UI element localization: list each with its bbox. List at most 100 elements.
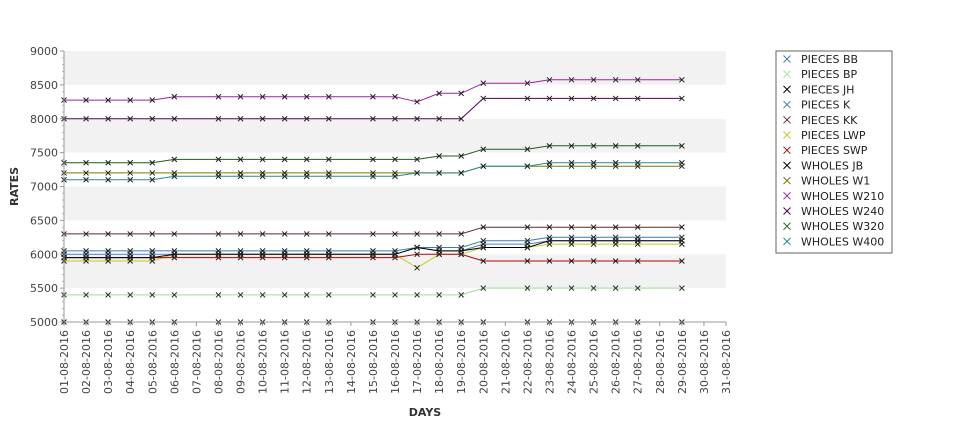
marker-stroke [524, 258, 531, 264]
data-point [590, 76, 597, 83]
marker-stroke [105, 231, 111, 237]
marker-stroke [414, 292, 420, 298]
data-point [259, 156, 266, 163]
legend-label: WHOLES W210 [801, 190, 884, 203]
marker-stroke [303, 156, 310, 163]
data-point [414, 156, 420, 163]
marker-stroke [325, 251, 332, 258]
marker-stroke [458, 292, 465, 298]
data-point [414, 115, 420, 122]
data-point [171, 93, 178, 100]
marker-stroke [634, 95, 641, 102]
grid-band [64, 254, 726, 289]
data-point [105, 159, 111, 166]
x-tick-label: 21-08-2016 [499, 330, 512, 394]
data-point [634, 142, 641, 149]
data-point [259, 173, 266, 180]
data-point [127, 97, 134, 103]
data-point [568, 95, 575, 102]
data-point [524, 244, 531, 251]
marker-stroke [546, 237, 553, 244]
data-point [436, 153, 442, 159]
marker-stroke [83, 115, 89, 122]
marker-stroke [546, 159, 553, 166]
data-point [546, 285, 553, 291]
data-point [612, 76, 619, 83]
legend-box [775, 50, 893, 254]
data-point [524, 95, 531, 102]
data-point [237, 173, 244, 180]
data-point [215, 292, 222, 298]
data-point [612, 237, 619, 244]
marker-stroke [634, 258, 641, 264]
data-point [524, 224, 531, 231]
data-point [325, 231, 332, 237]
marker-stroke [105, 292, 111, 298]
data-point [149, 170, 156, 176]
marker-stroke [436, 231, 442, 237]
marker-stroke [392, 292, 398, 298]
legend-marker [783, 176, 791, 185]
marker-stroke [568, 95, 575, 102]
x-tick-label: 28-08-2016 [654, 330, 667, 394]
data-point [634, 76, 641, 83]
data-point [568, 285, 575, 291]
marker-stroke [458, 170, 465, 176]
data-point [127, 254, 134, 261]
marker-stroke [436, 90, 442, 97]
x-tick-label: 01-08-2016 [58, 330, 71, 394]
data-point [215, 156, 222, 163]
data-point [127, 292, 134, 298]
marker-stroke [783, 161, 791, 170]
marker-stroke [783, 207, 791, 215]
marker-stroke [83, 176, 89, 183]
legend-label: WHOLES W1 [801, 175, 870, 188]
legend-marker [783, 70, 791, 79]
marker-stroke [325, 173, 332, 180]
marker-stroke [436, 153, 442, 159]
data-point [303, 251, 310, 258]
grid-band [64, 288, 726, 322]
marker-stroke [303, 292, 310, 298]
data-point [127, 176, 134, 183]
marker-stroke [105, 97, 111, 103]
marker-stroke [171, 251, 178, 258]
y-tick-label: 6500 [30, 214, 58, 227]
marker-stroke [568, 142, 575, 149]
data-point [392, 93, 398, 100]
marker-stroke [568, 285, 575, 291]
marker-stroke [127, 97, 134, 103]
legend-marker [783, 161, 791, 170]
y-tick-label: 5500 [30, 282, 58, 295]
data-point [679, 258, 685, 264]
marker-stroke [303, 251, 310, 258]
marker-stroke [524, 80, 531, 87]
marker-stroke [83, 170, 89, 176]
data-point [303, 115, 310, 122]
data-point [325, 115, 332, 122]
marker-stroke [303, 231, 310, 237]
marker-stroke [171, 231, 178, 237]
data-point [480, 163, 487, 170]
data-point [370, 292, 376, 298]
marker-stroke [414, 170, 420, 176]
x-tick-label: 19-08-2016 [455, 330, 468, 394]
marker-stroke [237, 292, 244, 298]
x-tick-label: 18-08-2016 [433, 330, 446, 394]
data-point [524, 258, 531, 264]
marker-stroke [303, 93, 310, 100]
data-point [480, 146, 487, 153]
x-tick-label: 06-08-2016 [168, 330, 181, 394]
marker-stroke [149, 170, 156, 176]
marker-stroke [127, 170, 134, 176]
data-point [237, 115, 244, 122]
marker-stroke [568, 258, 575, 264]
legend-marker [783, 115, 791, 124]
data-point [679, 159, 685, 166]
x-tick-label: 05-08-2016 [146, 330, 159, 394]
marker-stroke [783, 237, 791, 246]
marker-stroke [414, 251, 420, 258]
data-point [325, 156, 332, 163]
x-tick-label: 13-08-2016 [323, 330, 336, 394]
data-point [612, 224, 619, 231]
